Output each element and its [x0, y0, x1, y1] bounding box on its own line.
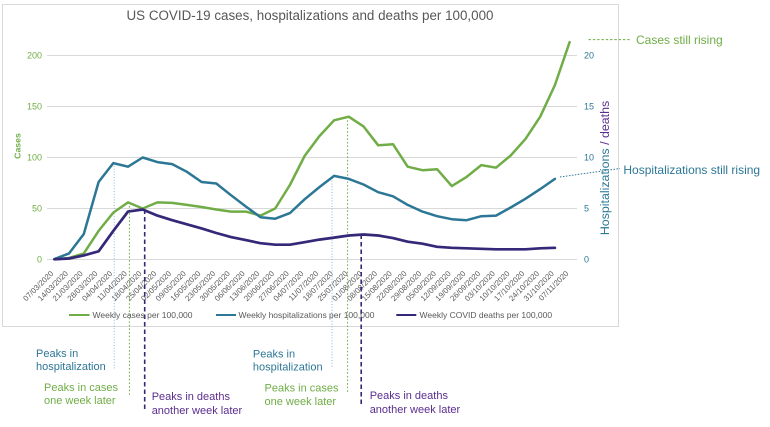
svg-text:one week later: one week later — [265, 396, 337, 408]
svg-text:100: 100 — [27, 153, 42, 163]
svg-text:Weekly hospitalizations per 10: Weekly hospitalizations per 100,000 — [239, 310, 375, 320]
svg-text:Cases: Cases — [13, 133, 23, 159]
svg-text:Weekly cases per 100,000: Weekly cases per 100,000 — [93, 310, 193, 320]
svg-text:15: 15 — [584, 102, 594, 112]
svg-text:another week later: another week later — [152, 405, 243, 417]
svg-text:Peaks in cases: Peaks in cases — [265, 383, 339, 395]
svg-text:hospitalization: hospitalization — [36, 361, 106, 373]
svg-text:10: 10 — [584, 153, 594, 163]
svg-text:US COVID-19 cases, hospitaliza: US COVID-19 cases, hospitalizations and … — [127, 8, 494, 23]
svg-text:Peaks in cases: Peaks in cases — [44, 382, 118, 394]
svg-text:Cases still rising: Cases still rising — [636, 33, 723, 47]
svg-text:200: 200 — [27, 51, 42, 61]
svg-text:Peaks in: Peaks in — [36, 348, 78, 360]
svg-text:another week later: another week later — [370, 404, 461, 416]
svg-text:Peaks in: Peaks in — [253, 349, 295, 361]
svg-text:Hospitalizations still rising: Hospitalizations still rising — [623, 163, 760, 177]
svg-text:one week later: one week later — [44, 395, 116, 407]
svg-text:0: 0 — [584, 255, 589, 265]
svg-text:Weekly COVID deaths per 100,00: Weekly COVID deaths per 100,000 — [420, 310, 553, 320]
svg-text:0: 0 — [37, 255, 42, 265]
svg-text:Peaks in deaths: Peaks in deaths — [370, 390, 449, 402]
svg-text:20: 20 — [584, 51, 594, 61]
svg-text:Peaks in deaths: Peaks in deaths — [152, 391, 231, 403]
svg-text:hospitalization: hospitalization — [253, 362, 323, 374]
svg-text:Hospitalizations / deaths: Hospitalizations / deaths — [598, 101, 612, 235]
svg-text:50: 50 — [32, 204, 42, 214]
svg-text:150: 150 — [27, 102, 42, 112]
svg-text:5: 5 — [584, 204, 589, 214]
